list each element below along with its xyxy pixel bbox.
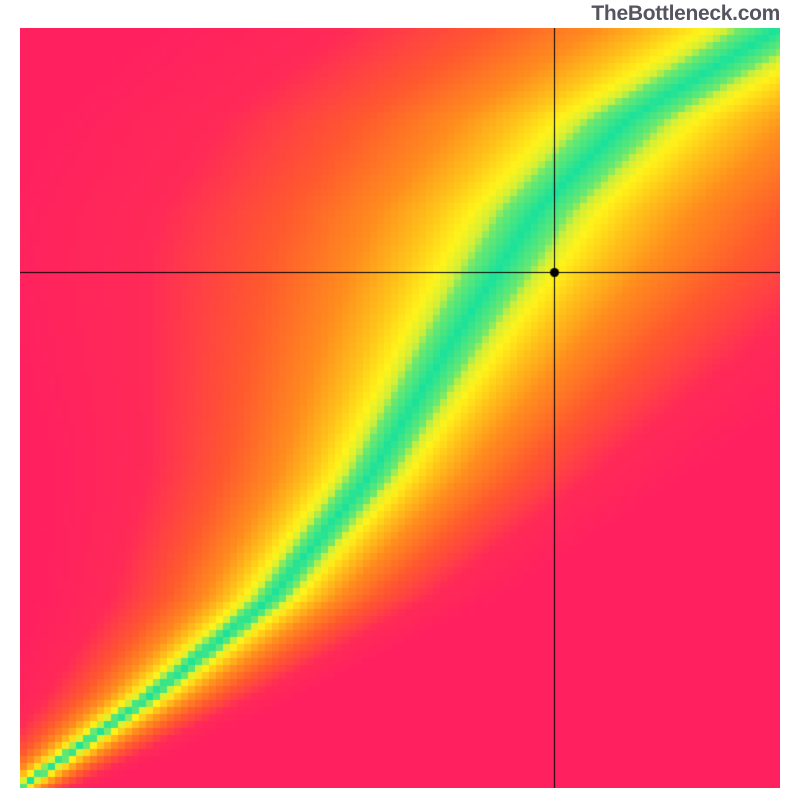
heatmap-canvas	[20, 28, 780, 788]
watermark-text: TheBottleneck.com	[591, 2, 780, 26]
bottleneck-heatmap	[20, 28, 780, 788]
